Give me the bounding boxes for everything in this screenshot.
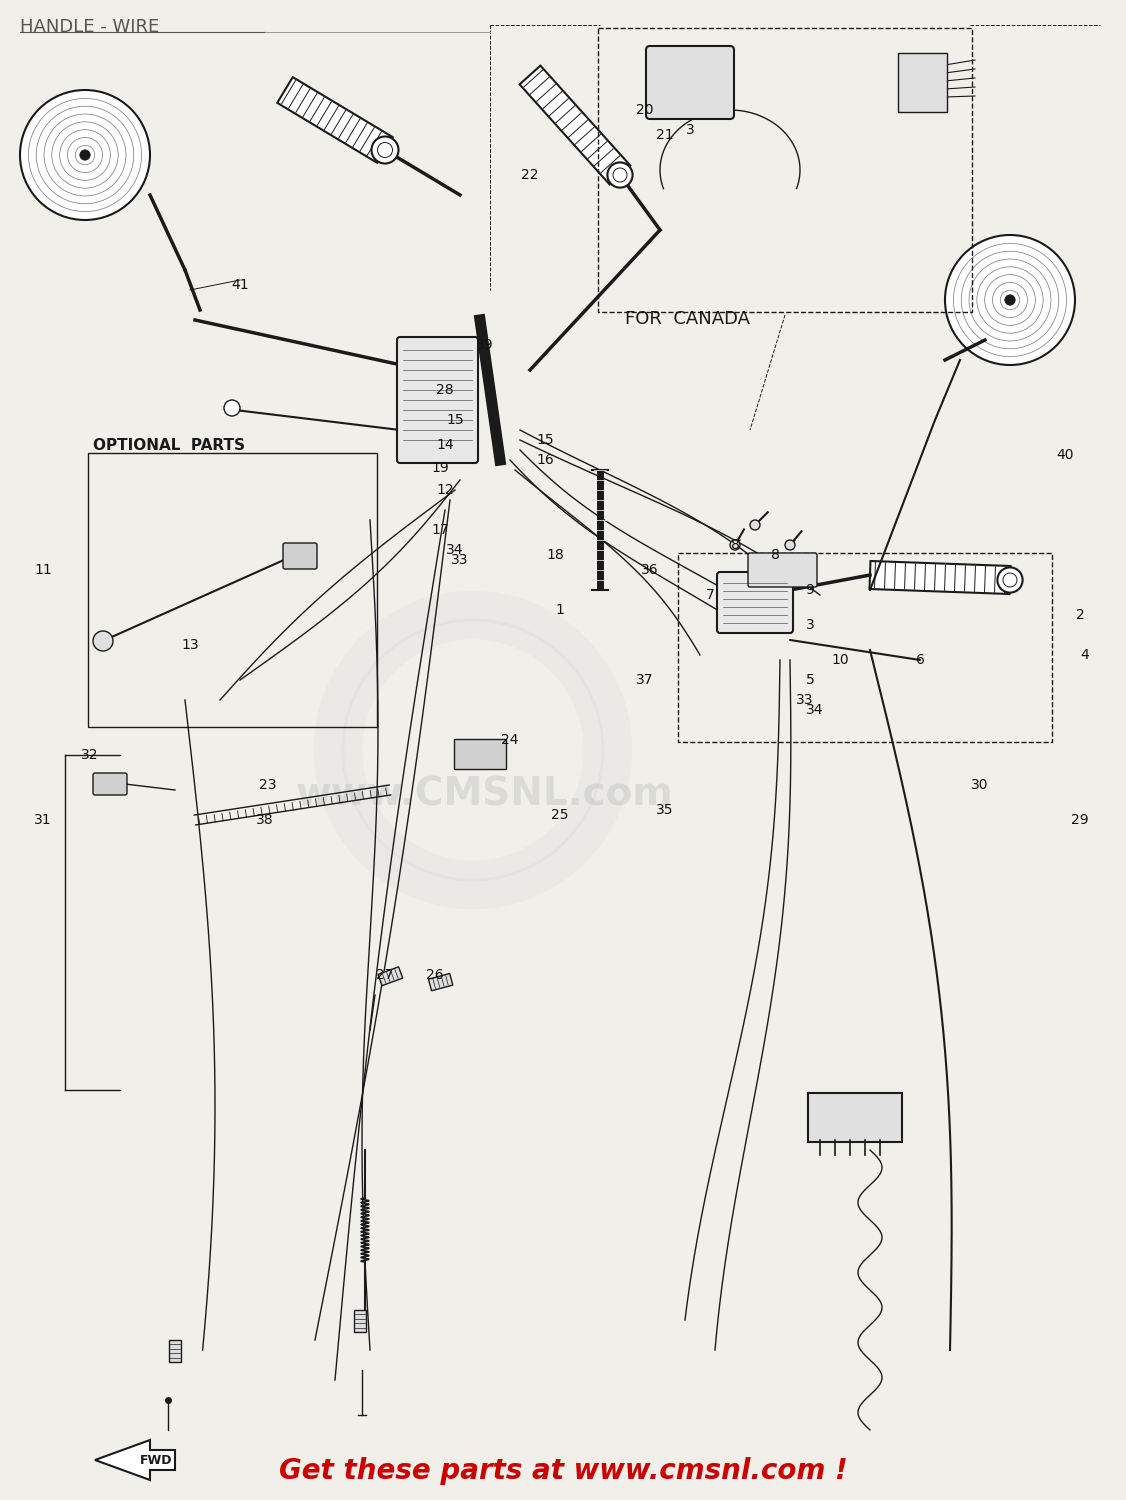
Text: HANDLE - WIRE: HANDLE - WIRE [20,18,159,36]
Text: 21: 21 [656,128,673,142]
Circle shape [998,567,1022,592]
Circle shape [730,540,740,550]
Text: 41: 41 [231,278,249,292]
Text: 3: 3 [805,618,814,632]
Text: 9: 9 [805,584,814,597]
Text: www.CMSNL.com: www.CMSNL.com [295,776,673,814]
Circle shape [93,632,113,651]
Text: 17: 17 [431,524,449,537]
Text: Get these parts at www.cmsnl.com !: Get these parts at www.cmsnl.com ! [279,1456,847,1485]
Polygon shape [519,66,631,184]
FancyBboxPatch shape [717,572,793,633]
Polygon shape [354,1310,366,1332]
Circle shape [607,162,633,188]
Text: 15: 15 [536,433,554,447]
Text: 29: 29 [1071,813,1089,826]
FancyBboxPatch shape [899,53,947,112]
Circle shape [224,400,240,416]
Circle shape [750,520,760,530]
FancyBboxPatch shape [748,554,817,586]
Circle shape [372,136,399,164]
Text: 26: 26 [426,968,444,982]
Text: 10: 10 [831,652,849,668]
Text: 32: 32 [81,748,99,762]
Text: 39: 39 [476,338,494,352]
Text: 37: 37 [636,674,654,687]
Text: 14: 14 [436,438,454,452]
FancyBboxPatch shape [283,543,318,568]
Text: 24: 24 [501,734,519,747]
Text: 7: 7 [706,588,714,602]
Polygon shape [277,76,393,164]
Text: FWD: FWD [140,1454,172,1467]
Text: 25: 25 [552,808,569,822]
Text: 4: 4 [1081,648,1089,662]
Polygon shape [869,561,1010,594]
FancyBboxPatch shape [808,1094,902,1142]
Text: 33: 33 [796,693,814,706]
Polygon shape [429,974,453,992]
Text: 18: 18 [546,548,564,562]
Polygon shape [169,1340,181,1362]
Circle shape [1004,296,1016,304]
Text: 33: 33 [452,554,468,567]
Text: 34: 34 [806,704,824,717]
Text: 30: 30 [972,778,989,792]
FancyBboxPatch shape [93,772,127,795]
Text: 15: 15 [446,413,464,428]
Circle shape [785,540,795,550]
Text: 31: 31 [34,813,52,826]
Text: 2: 2 [1075,608,1084,622]
Circle shape [945,236,1075,364]
Text: 8: 8 [770,548,779,562]
Circle shape [80,150,90,160]
Text: 28: 28 [436,382,454,398]
Text: 16: 16 [536,453,554,466]
Text: 22: 22 [521,168,538,182]
Text: 6: 6 [915,652,924,668]
Text: 36: 36 [641,562,659,578]
Text: 34: 34 [446,543,464,556]
FancyBboxPatch shape [454,740,506,770]
Text: 40: 40 [1056,448,1074,462]
Text: 27: 27 [376,968,394,982]
Text: 12: 12 [436,483,454,496]
Text: FOR  CANADA: FOR CANADA [625,310,750,328]
FancyBboxPatch shape [646,46,734,118]
Text: 19: 19 [431,460,449,476]
Text: 23: 23 [259,778,277,792]
Polygon shape [378,968,403,986]
Text: 8: 8 [731,538,740,552]
Text: 3: 3 [686,123,695,136]
FancyBboxPatch shape [397,338,479,464]
Text: 1: 1 [555,603,564,616]
Text: 5: 5 [805,674,814,687]
Polygon shape [95,1440,175,1480]
Text: 11: 11 [34,562,52,578]
Text: OPTIONAL  PARTS: OPTIONAL PARTS [93,438,245,453]
Text: 13: 13 [181,638,199,652]
Text: 38: 38 [257,813,274,826]
Text: 35: 35 [656,802,673,818]
Circle shape [20,90,150,220]
Text: 20: 20 [636,104,654,117]
